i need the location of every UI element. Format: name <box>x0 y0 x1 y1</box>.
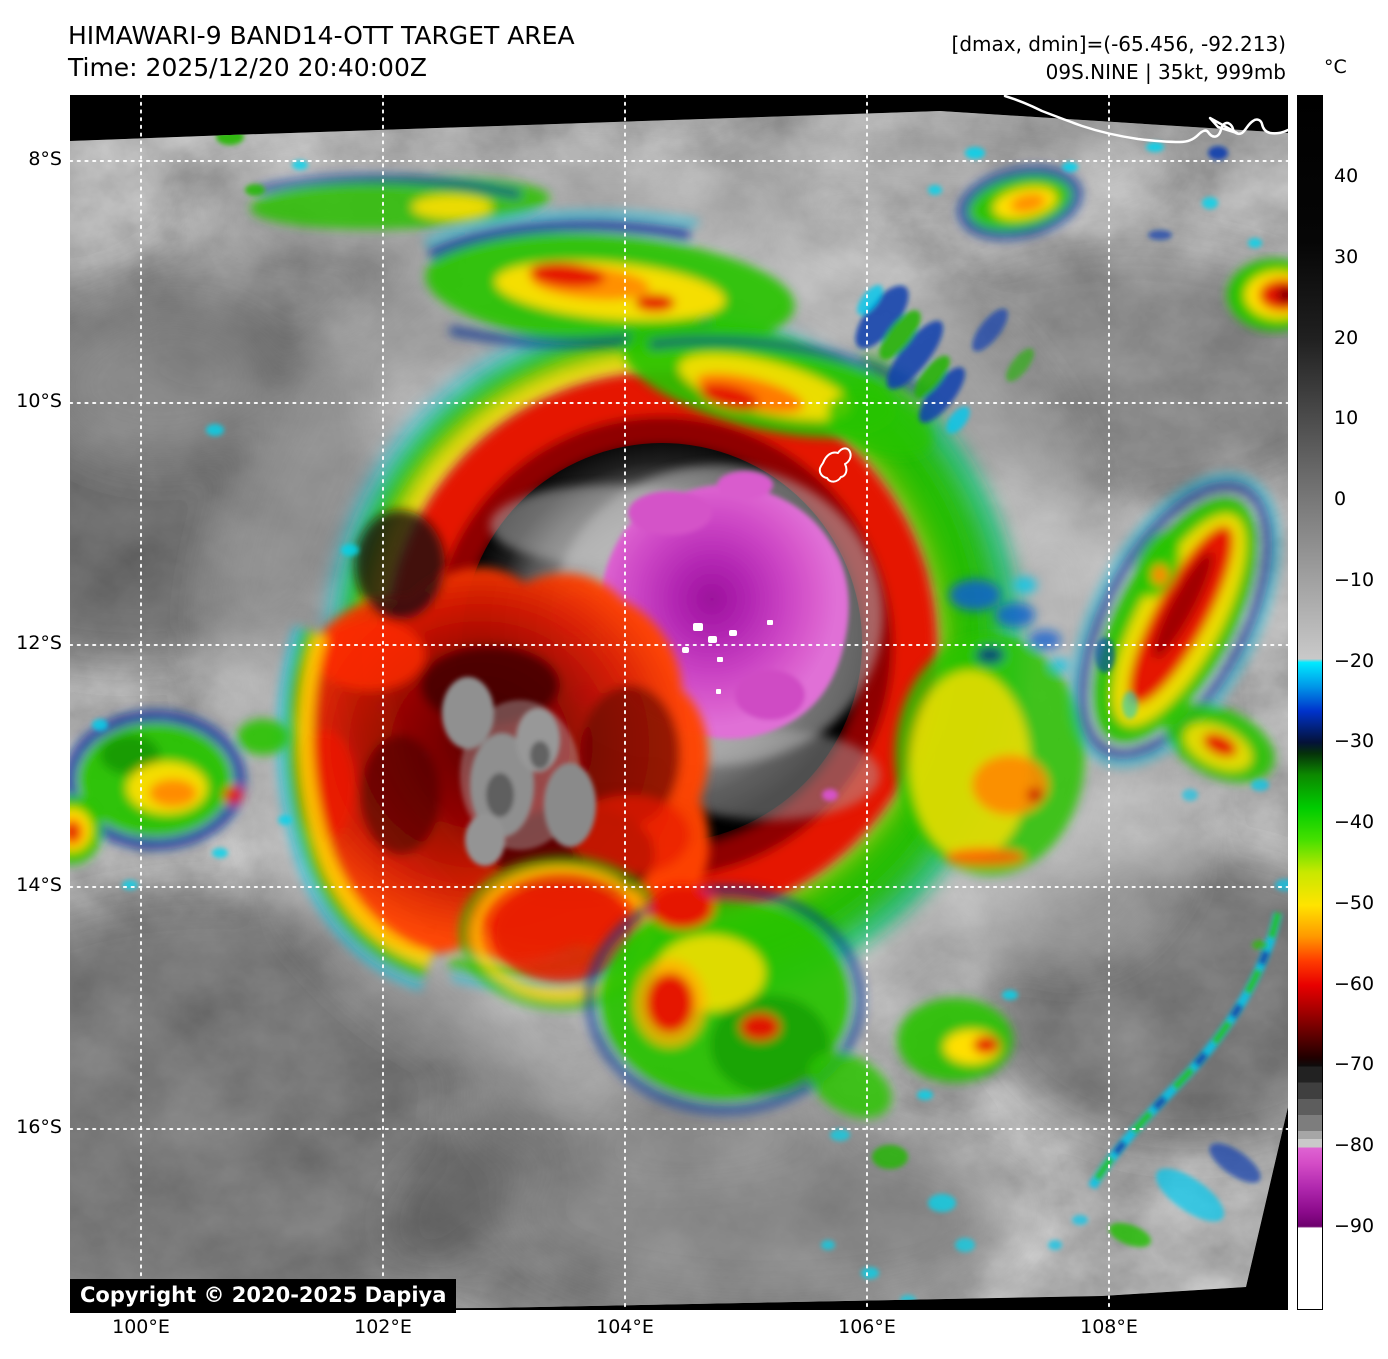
satellite-image-panel <box>70 95 1288 1310</box>
lat-axis-label: 12°S <box>16 632 62 654</box>
annotation-block: [dmax, dmin]=(-65.456, -92.213) 09S.NINE… <box>952 30 1286 86</box>
colorbar-tick-label: −80 <box>1334 1134 1375 1156</box>
southwest-convective-shield <box>276 510 710 991</box>
colorbar-tick-label: −50 <box>1334 892 1375 914</box>
temperature-unit-label: °C <box>1324 56 1347 78</box>
colorbar-tick-label: −40 <box>1334 811 1375 833</box>
colorbar-tick-label: 10 <box>1334 407 1359 429</box>
temperature-colorbar <box>1297 95 1323 1310</box>
storm-info-label: 09S.NINE | 35kt, 999mb <box>1045 60 1286 84</box>
right-edge-cell <box>1227 259 1288 331</box>
lon-axis-label: 104°E <box>596 1316 654 1338</box>
page-title: HIMAWARI-9 BAND14-OTT TARGET AREA <box>68 21 575 50</box>
colorbar-tick-label: 30 <box>1334 246 1359 268</box>
east-flank-convection <box>895 577 1085 875</box>
time-label: Time: 2025/12/20 20:40:00Z <box>68 53 427 82</box>
lon-axis-label: 106°E <box>838 1316 896 1338</box>
lon-axis-label: 100°E <box>112 1316 170 1338</box>
colorbar-tick-label: −10 <box>1334 569 1375 591</box>
copyright-label: Copyright © 2020-2025 Dapiya <box>70 1279 457 1314</box>
lat-axis-label: 10°S <box>16 390 62 412</box>
title-block: HIMAWARI-9 BAND14-OTT TARGET AREA Time: … <box>68 20 575 84</box>
small-island-outline <box>818 447 852 483</box>
southeast-specks <box>821 990 1018 1305</box>
lat-axis-label: 14°S <box>16 874 62 896</box>
lon-axis-label: 108°E <box>1080 1316 1138 1338</box>
northeast-cell <box>957 166 1083 240</box>
north-spiral-bands <box>250 174 933 458</box>
dmax-dmin-label: [dmax, dmin]=(-65.456, -92.213) <box>951 32 1286 56</box>
colorbar-tick-label: 20 <box>1334 327 1359 349</box>
embedded-cold-cells <box>442 677 596 866</box>
lon-axis-label: 102°E <box>354 1316 412 1338</box>
colorbar-tick-label: 40 <box>1334 165 1359 187</box>
colorbar-tick-label: −70 <box>1334 1053 1375 1075</box>
colorbar-tick-label: 0 <box>1334 488 1347 510</box>
satellite-data-swath <box>70 111 1288 1310</box>
lat-axis-label: 8°S <box>28 148 62 170</box>
colorbar-tick-label: −60 <box>1334 973 1375 995</box>
colorbar-tick-label: −30 <box>1334 730 1375 752</box>
south-southeast-bands <box>585 885 1013 1119</box>
northeast-streaks <box>855 284 1034 434</box>
northeast-specks <box>928 142 1262 248</box>
east-outer-band <box>1069 472 1281 801</box>
lat-axis-label: 16°S <box>16 1116 62 1138</box>
coastline <box>818 95 1288 483</box>
overshooting-tops <box>682 620 773 694</box>
colorbar-tick-label: −90 <box>1334 1215 1375 1237</box>
satellite-image <box>70 95 1288 1310</box>
west-cells <box>70 710 289 864</box>
colorbar-tick-label: −20 <box>1334 650 1375 672</box>
gridlines <box>70 95 1288 1310</box>
